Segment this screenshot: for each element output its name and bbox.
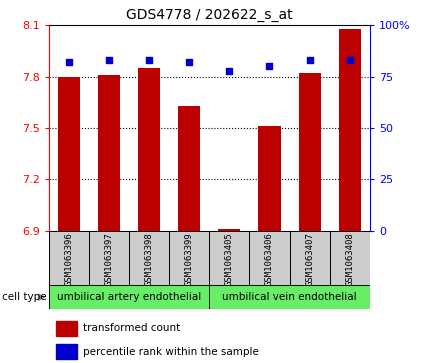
Text: transformed count: transformed count	[83, 323, 180, 333]
Bar	[289, 231, 330, 285]
Text: GSM1063406: GSM1063406	[265, 232, 274, 286]
Text: umbilical vein endothelial: umbilical vein endothelial	[222, 292, 357, 302]
Bar	[209, 285, 370, 309]
Bar	[249, 231, 289, 285]
Bar	[178, 106, 200, 231]
Bar	[49, 285, 209, 309]
Bar	[169, 231, 209, 285]
Bar	[57, 321, 77, 336]
Bar	[258, 126, 280, 231]
Bar	[209, 231, 249, 285]
Title: GDS4778 / 202622_s_at: GDS4778 / 202622_s_at	[126, 8, 293, 22]
Text: GSM1063408: GSM1063408	[345, 232, 354, 286]
Bar	[89, 231, 129, 285]
Text: umbilical artery endothelial: umbilical artery endothelial	[57, 292, 201, 302]
Point	[306, 57, 313, 63]
Point	[346, 57, 353, 63]
Point	[65, 60, 72, 65]
Bar	[138, 68, 160, 231]
Bar	[339, 29, 361, 231]
Text: GSM1063407: GSM1063407	[305, 232, 314, 286]
Point	[106, 57, 113, 63]
Text: percentile rank within the sample: percentile rank within the sample	[83, 347, 258, 357]
Bar	[58, 77, 80, 231]
Text: GSM1063405: GSM1063405	[225, 232, 234, 286]
Bar	[298, 73, 320, 231]
Bar	[49, 231, 89, 285]
Text: GSM1063396: GSM1063396	[65, 232, 74, 286]
Text: GSM1063399: GSM1063399	[185, 232, 194, 286]
Text: GSM1063397: GSM1063397	[105, 232, 113, 286]
Text: GSM1063398: GSM1063398	[144, 232, 154, 286]
Bar	[57, 344, 77, 359]
Bar	[98, 75, 120, 231]
Bar	[218, 229, 241, 231]
Point	[226, 68, 233, 73]
Bar	[330, 231, 370, 285]
Text: cell type: cell type	[2, 292, 47, 302]
Point	[186, 60, 193, 65]
Point	[146, 57, 153, 63]
Bar	[129, 231, 169, 285]
Point	[266, 64, 273, 69]
